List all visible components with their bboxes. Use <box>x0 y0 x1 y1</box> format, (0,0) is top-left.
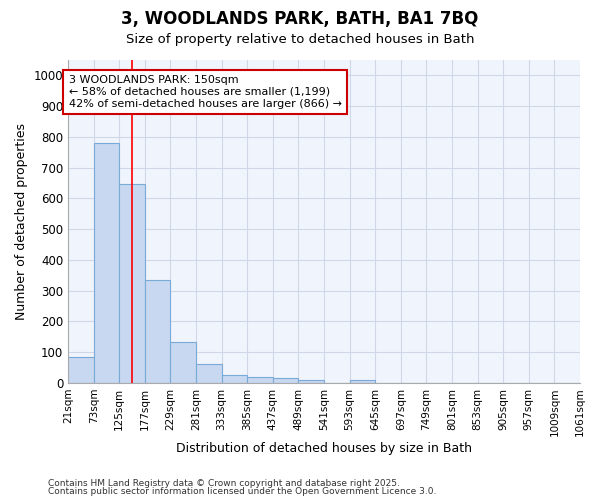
Text: Contains public sector information licensed under the Open Government Licence 3.: Contains public sector information licen… <box>48 487 436 496</box>
Bar <box>221 375 247 383</box>
Bar <box>170 342 196 383</box>
Bar <box>145 280 170 383</box>
Bar <box>273 378 298 383</box>
Bar <box>247 378 273 383</box>
Bar <box>350 380 375 383</box>
Text: 3 WOODLANDS PARK: 150sqm
← 58% of detached houses are smaller (1,199)
42% of sem: 3 WOODLANDS PARK: 150sqm ← 58% of detach… <box>68 76 341 108</box>
Bar <box>196 364 221 383</box>
Bar <box>298 380 324 383</box>
Text: 3, WOODLANDS PARK, BATH, BA1 7BQ: 3, WOODLANDS PARK, BATH, BA1 7BQ <box>121 10 479 28</box>
Text: Size of property relative to detached houses in Bath: Size of property relative to detached ho… <box>126 32 474 46</box>
X-axis label: Distribution of detached houses by size in Bath: Distribution of detached houses by size … <box>176 442 472 455</box>
Bar <box>94 143 119 383</box>
Bar <box>119 184 145 383</box>
Text: Contains HM Land Registry data © Crown copyright and database right 2025.: Contains HM Land Registry data © Crown c… <box>48 478 400 488</box>
Y-axis label: Number of detached properties: Number of detached properties <box>15 123 28 320</box>
Bar <box>68 358 94 383</box>
